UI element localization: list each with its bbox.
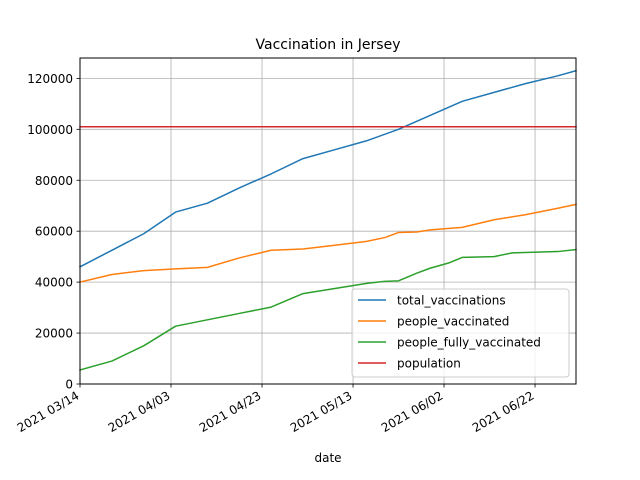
y-tick-label: 80000 xyxy=(35,174,73,188)
series-line-people_vaccinated xyxy=(79,203,577,284)
y-tick-label: 100000 xyxy=(27,123,73,137)
x-tick-label: 2021 05/13 xyxy=(288,388,355,435)
y-axis: 0 20000 40000 60000 80000 100000 120000 xyxy=(27,72,80,392)
y-tick-label: 60000 xyxy=(35,225,73,239)
y-tick-label: 0 xyxy=(65,378,73,392)
x-tick-label: 2021 04/23 xyxy=(197,388,264,435)
y-tick-label: 120000 xyxy=(27,72,73,86)
y-tick-label: 20000 xyxy=(35,327,73,341)
x-tick-label: 2021 03/14 xyxy=(15,388,82,435)
legend-label: people_fully_vaccinated xyxy=(397,336,541,350)
plot-frame xyxy=(79,57,577,385)
x-axis: 2021 03/14 2021 04/03 2021 04/23 2021 05/13… xyxy=(15,384,537,435)
chart-title: Vaccination in Jersey xyxy=(256,37,401,53)
series-line-total_vaccinations xyxy=(78,69,577,268)
x-axis-label: date xyxy=(314,451,341,465)
y-tick-label: 40000 xyxy=(35,276,73,290)
legend: total_vaccinations people_vaccinatedpeopl… xyxy=(351,288,570,378)
x-tick-label: 2021 04/03 xyxy=(106,388,173,435)
legend-label: people_vaccinated xyxy=(397,315,509,329)
series-lines xyxy=(78,69,577,371)
legend-label: total_vaccinations xyxy=(397,294,506,308)
legend-box xyxy=(351,288,570,378)
x-tick-label: 2021 06/02 xyxy=(379,388,446,435)
x-tick-label: 2021 06/22 xyxy=(470,388,537,435)
series-line-people_fully_vaccinated xyxy=(79,248,577,371)
legend-label: population xyxy=(397,357,461,371)
